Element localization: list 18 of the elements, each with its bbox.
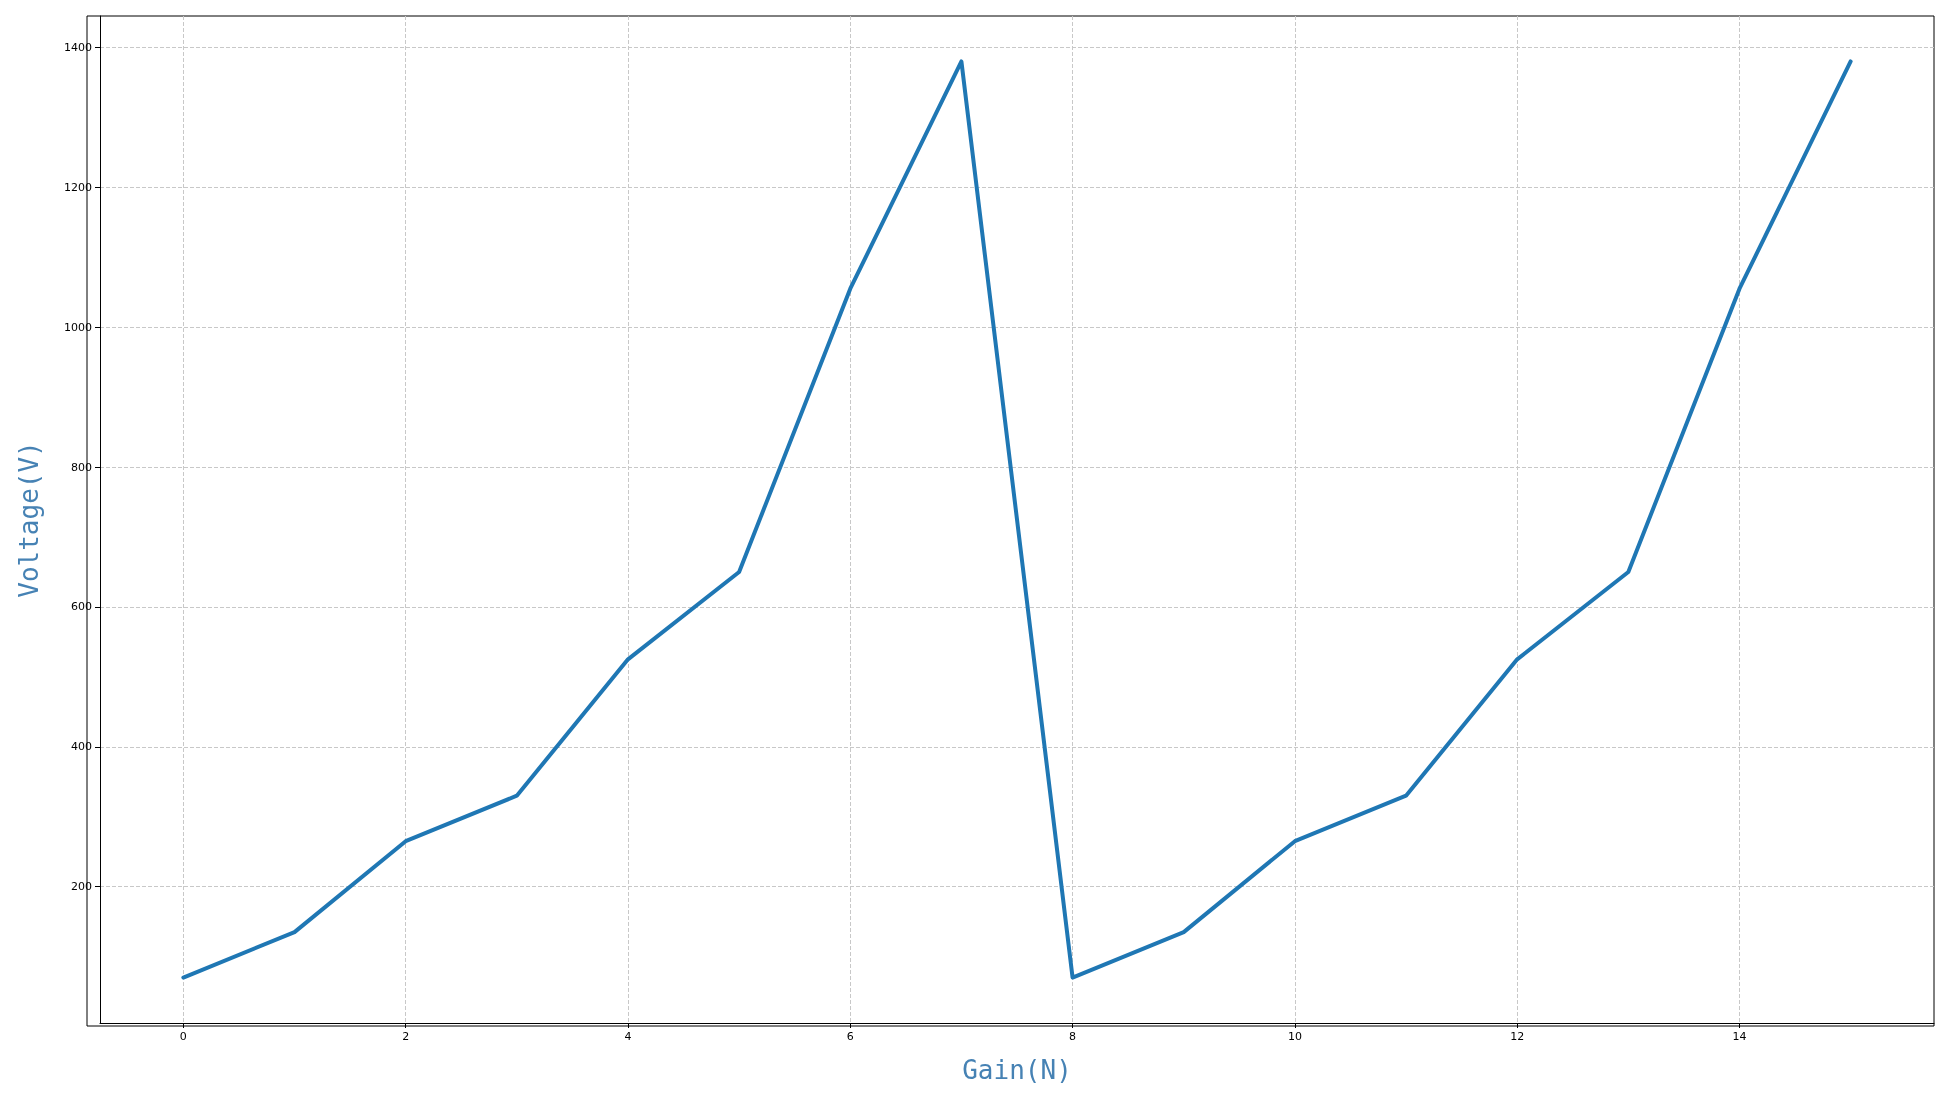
line-series	[181, 59, 1853, 980]
x-tick-label: 4	[624, 1030, 632, 1043]
x-tick-label: 6	[846, 1030, 854, 1043]
y-tick-label: 1000	[64, 320, 92, 334]
y-tick-label: 1400	[64, 40, 92, 54]
x-axis-title: Gain(N)	[962, 1055, 1072, 1085]
y-tick-label: 1200	[64, 180, 92, 194]
x-tick-label: 12	[1510, 1030, 1525, 1043]
y-axis-title: Voltage(V)	[14, 441, 44, 598]
x-tick-label: 2	[402, 1030, 410, 1043]
y-tick-label: 400	[71, 740, 92, 754]
y-tick-label: 800	[71, 460, 92, 474]
y-tick-label: 200	[71, 880, 92, 894]
y-tick-label: 600	[71, 600, 92, 614]
x-tick-label: 8	[1069, 1030, 1077, 1043]
x-tick-label: 0	[179, 1030, 187, 1043]
x-tick-label: 10	[1287, 1030, 1302, 1043]
x-tick-label: 14	[1732, 1030, 1747, 1043]
